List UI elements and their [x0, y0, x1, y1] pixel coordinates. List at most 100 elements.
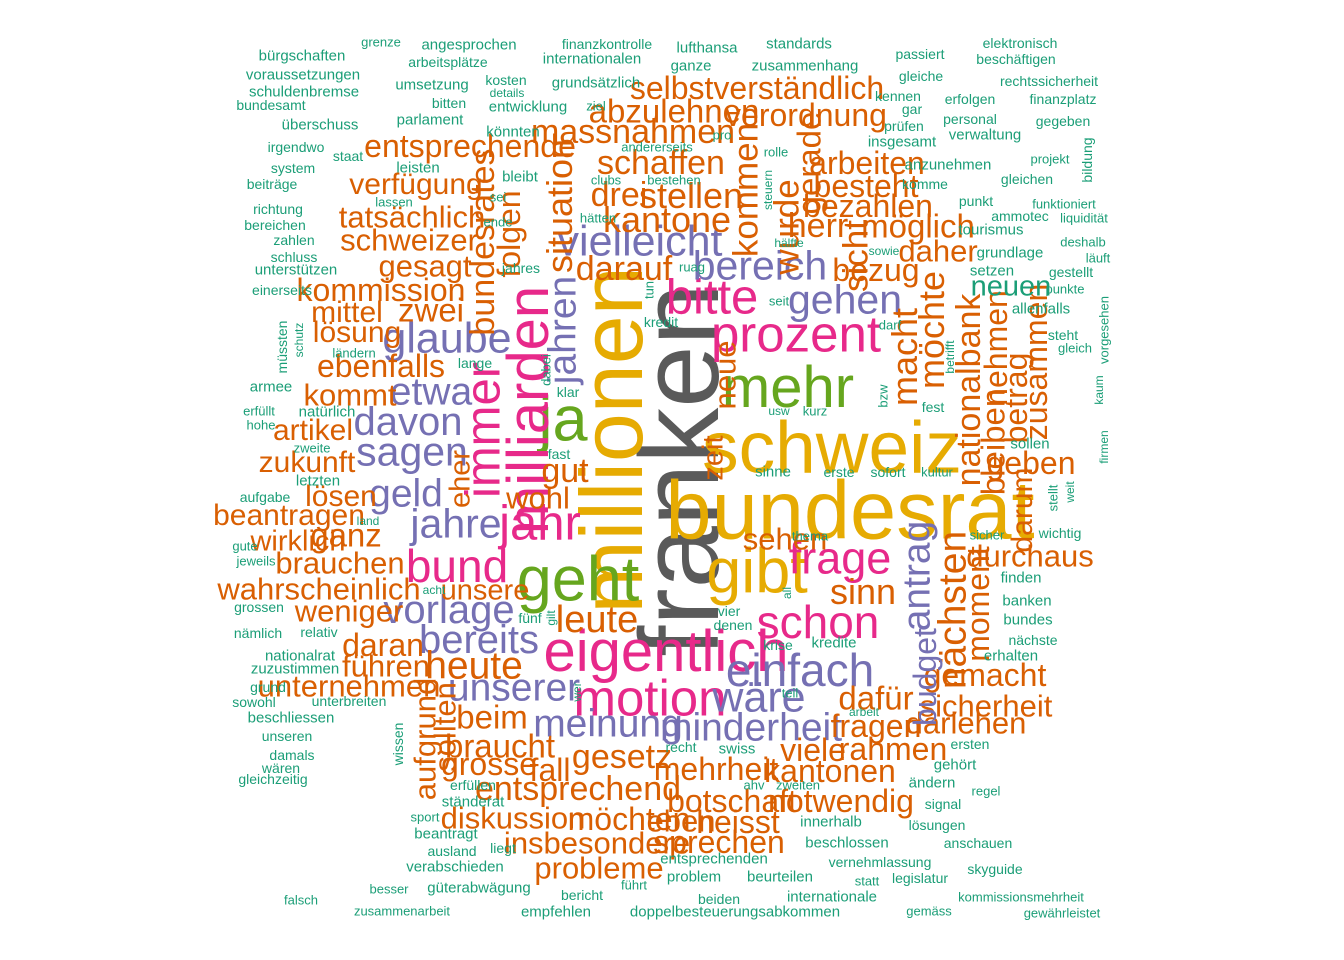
word-lange: lange [457, 355, 493, 371]
word-gemäss: gemäss [906, 903, 952, 919]
word-fall: fall [529, 752, 571, 788]
word-fünf: fünf [518, 610, 542, 626]
word-aufgabe: aufgabe [239, 489, 291, 505]
word-bereichen: bereichen [244, 217, 306, 233]
word-beim: beim [456, 698, 528, 736]
word-kredit: kredit [643, 314, 679, 330]
word-ammotec: ammotec [991, 208, 1049, 224]
word-glaube: glaube [382, 314, 512, 363]
word-gleichzeitig: gleichzeitig [238, 771, 308, 787]
word-mittel: mittel [311, 296, 383, 329]
word-prozent: prozent [710, 305, 882, 363]
word-zukunft: zukunft [258, 446, 356, 479]
word-führen: führen [342, 648, 430, 684]
word-liquidität: liquidität [1060, 210, 1108, 226]
word-unsere: unsere [440, 574, 530, 607]
word-signal: signal [924, 796, 962, 812]
word-beiträge: beiträge [246, 176, 298, 192]
word-verordnung: verordnung [725, 97, 887, 133]
word-läuft: läuft [1085, 250, 1111, 266]
word-dabei: dabei [538, 354, 554, 386]
word-nächste: nächste [1008, 632, 1058, 648]
word-insbesondere: insbesondere [503, 825, 691, 861]
word-kultur: kultur [921, 464, 953, 480]
word-güterabwägung: güterabwägung [427, 879, 531, 897]
word-deshalb: deshalb [1060, 234, 1106, 250]
word-besteht: besteht [813, 168, 919, 204]
word-schuldenbremse: schuldenbremse [248, 83, 360, 101]
word-frage: frage [788, 532, 892, 584]
word-möglich: möglich [861, 207, 975, 245]
word-fast: fast [547, 446, 571, 462]
word-unserer: unserer [447, 666, 581, 710]
word-steht: steht [1047, 327, 1079, 343]
word-kaum: kaum [1092, 375, 1106, 405]
word-ja: ja [538, 384, 588, 455]
word-erfolgen: erfolgen [944, 91, 996, 107]
word-bereits: bereits [418, 618, 540, 662]
word-mehr: mehr [721, 355, 855, 420]
word-seit: seit [768, 293, 790, 309]
word-gehen: gehen [787, 276, 903, 323]
word-sport: sport [410, 809, 440, 825]
word-nationalrat: nationalrat [264, 647, 336, 665]
word-daran: daran [342, 627, 424, 663]
word-gute: gute [232, 538, 258, 554]
word-wohl: wohl [506, 480, 570, 516]
word-erhalten: erhalten [983, 647, 1039, 665]
word-grosse: grosse [440, 746, 538, 782]
word-vielleicht: vielleicht [557, 217, 723, 266]
word-anschauen: anschauen [943, 835, 1013, 851]
word-unterstützen: unterstützen [254, 261, 338, 279]
word-sprechen: sprechen [653, 824, 785, 860]
word-grundlage: grundlage [976, 244, 1044, 262]
word-minderheit: minderheit [659, 706, 843, 750]
word-wichtig: wichtig [1038, 525, 1082, 541]
word-eher: eher [444, 449, 477, 509]
word-zweiten: zweiten [775, 777, 821, 793]
word-bezahlen: bezahlen [803, 188, 933, 224]
word-ziel: ziel [586, 98, 606, 114]
word-statt: statt [854, 873, 880, 889]
word-finanzplatz: finanzplatz [1029, 91, 1097, 107]
word-prüfen: prüfen [884, 118, 924, 134]
word-moment: moment [960, 546, 996, 662]
word-sowie: sowie [868, 244, 900, 258]
word-bitte: bitte [665, 270, 759, 325]
word-kredite: kredite [811, 634, 857, 652]
word-relativ: relativ [300, 624, 338, 640]
word-erfüllt: erfüllt [243, 403, 275, 419]
word-ganze: ganze [670, 57, 712, 75]
word-meinung: meinung [533, 702, 683, 746]
word-insgesamt: insgesamt [867, 133, 937, 151]
word-stellen: stellen [638, 175, 744, 216]
word-gleich: gleich [1058, 340, 1092, 356]
word-zusammenarbeit: zusammenarbeit [353, 903, 451, 919]
word-internationalen: internationalen [542, 50, 642, 68]
word-geben: geben [986, 445, 1076, 481]
word-ruag: ruag [678, 259, 706, 275]
word-swiss: swiss [718, 740, 756, 758]
word-viele: viele [780, 732, 846, 768]
word-natürlich: natürlich [298, 403, 356, 421]
word-fest: fest [921, 399, 945, 415]
word-botschaft: botschaft [667, 783, 797, 819]
word-problem: problem [666, 868, 722, 886]
word-massnahmen: massnahmen [530, 113, 736, 151]
word-all: all [780, 586, 794, 600]
word-weit: weit [1063, 481, 1077, 503]
word-bildung: bildung [1079, 137, 1095, 183]
word-elektronisch: elektronisch [982, 35, 1058, 51]
word-kommission: kommission [296, 272, 466, 308]
word-lösen: lösen [305, 480, 377, 513]
word-finden: finden [1000, 569, 1042, 587]
word-gut: gut [541, 452, 589, 490]
word-vernehmlassung: vernehmlassung [828, 854, 932, 870]
word-beiden: beiden [697, 891, 741, 907]
word-daher: daher [898, 233, 978, 269]
word-verwaltung: verwaltung [948, 126, 1022, 144]
word-kantone: kantone [602, 199, 732, 240]
word-unterbreiten: unterbreiten [311, 693, 387, 709]
word-beschäftigen: beschäftigen [976, 51, 1056, 67]
word-heute: heute [425, 644, 523, 688]
